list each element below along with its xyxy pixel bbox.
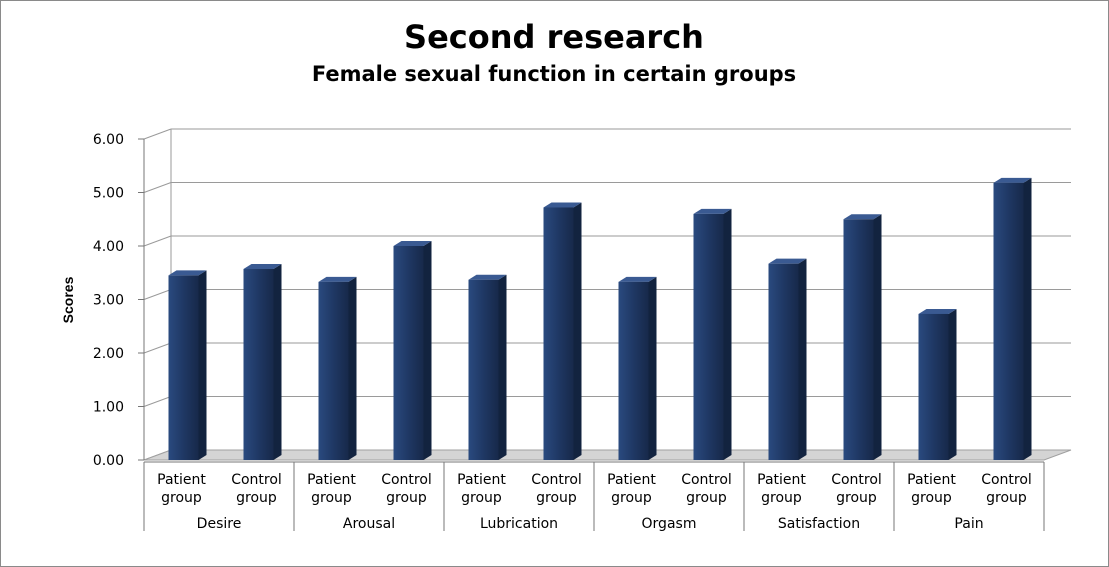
x-tick-label: Control — [981, 472, 1032, 488]
bar — [243, 269, 274, 460]
x-tick-label: Patient — [307, 472, 356, 488]
group-label: Arousal — [343, 516, 395, 532]
chart-title: Second research — [404, 18, 704, 56]
bar-top — [543, 202, 582, 208]
bar — [993, 182, 1024, 460]
gridline-side — [143, 289, 172, 300]
gridline-side — [143, 342, 172, 354]
x-tick-label: Patient — [907, 472, 956, 488]
bar-top — [168, 270, 207, 276]
x-tick-label: group — [986, 490, 1027, 506]
x-tick-label: group — [236, 490, 277, 506]
bar-top — [918, 308, 957, 314]
bar-side — [798, 258, 807, 460]
y-tick-label: 6.00 — [93, 132, 124, 148]
bar-top — [768, 258, 807, 264]
x-tick-label: Control — [381, 472, 432, 488]
x-tick-label: group — [686, 490, 727, 506]
y-tick-label: 4.00 — [93, 239, 124, 255]
x-tick-label: Patient — [757, 472, 806, 488]
bar-side — [498, 274, 507, 460]
bar-side — [423, 241, 432, 460]
group-label: Pain — [954, 516, 983, 532]
group-label: Lubrication — [480, 516, 558, 532]
x-tick-label: group — [911, 490, 952, 506]
bar — [843, 219, 874, 460]
x-tick-label: Patient — [607, 472, 656, 488]
bar — [918, 313, 949, 460]
y-tick-label: 5.00 — [93, 186, 124, 202]
x-tick-label: group — [836, 490, 877, 506]
y-tick-label: 2.00 — [93, 346, 124, 362]
x-tick-label: group — [311, 490, 352, 506]
x-tick-label: group — [536, 490, 577, 506]
bar — [393, 246, 424, 460]
bars — [168, 177, 1032, 461]
bar-side — [348, 276, 357, 460]
x-tick-label: group — [761, 490, 802, 506]
bar — [318, 281, 349, 460]
bar-top — [843, 214, 882, 220]
group-label: Satisfaction — [778, 516, 860, 532]
bar-side — [273, 264, 282, 460]
x-tick-label: group — [611, 490, 652, 506]
x-tick-label: Patient — [157, 472, 206, 488]
bar — [468, 279, 499, 460]
x-tick-label: group — [386, 490, 427, 506]
x-tick-label: group — [461, 490, 502, 506]
axes — [138, 129, 1072, 531]
y-tick-label: 3.00 — [93, 293, 124, 309]
bar — [693, 213, 724, 460]
gridline-side — [143, 235, 172, 247]
bar-top — [468, 274, 507, 280]
bar-top — [318, 276, 357, 282]
y-tick-label: 1.00 — [93, 400, 124, 416]
y-tick-label: 0.00 — [93, 453, 124, 469]
bar-top — [243, 264, 282, 270]
x-tick-label: Control — [831, 472, 882, 488]
group-label: Orgasm — [642, 516, 697, 532]
bar-side — [873, 214, 882, 460]
gridline-side — [143, 128, 172, 140]
bar — [768, 263, 799, 460]
gridline-side — [143, 182, 172, 193]
bar — [543, 207, 574, 460]
chart-subtitle: Female sexual function in certain groups — [312, 62, 796, 86]
bar-top — [393, 241, 432, 246]
chart-floor — [143, 449, 1072, 461]
y-tick-labels: 0.00 1.00 2.00 3.00 4.00 5.00 6.00 — [93, 132, 124, 469]
bar-top — [618, 276, 657, 282]
group-label: Desire — [197, 516, 242, 532]
gridline-side — [143, 396, 172, 407]
x-tick-label: Control — [231, 472, 282, 488]
bar — [618, 281, 649, 460]
bar-top — [993, 177, 1032, 183]
x-tick-label: Control — [531, 472, 582, 488]
bar-side — [1023, 177, 1032, 460]
y-axis-label: Scores — [60, 276, 76, 323]
bar-top — [693, 208, 732, 214]
bar-side — [198, 270, 207, 460]
x-tick-label: Patient — [457, 472, 506, 488]
bar-side — [648, 276, 657, 460]
x-category-labels: Patient group Control group Desire Patient gro… — [157, 472, 1032, 532]
x-tick-label: group — [161, 490, 202, 506]
bar-side — [723, 208, 732, 460]
x-tick-label: Control — [681, 472, 732, 488]
bar-side — [573, 202, 582, 461]
bar — [168, 275, 199, 460]
bar-side — [948, 308, 957, 460]
